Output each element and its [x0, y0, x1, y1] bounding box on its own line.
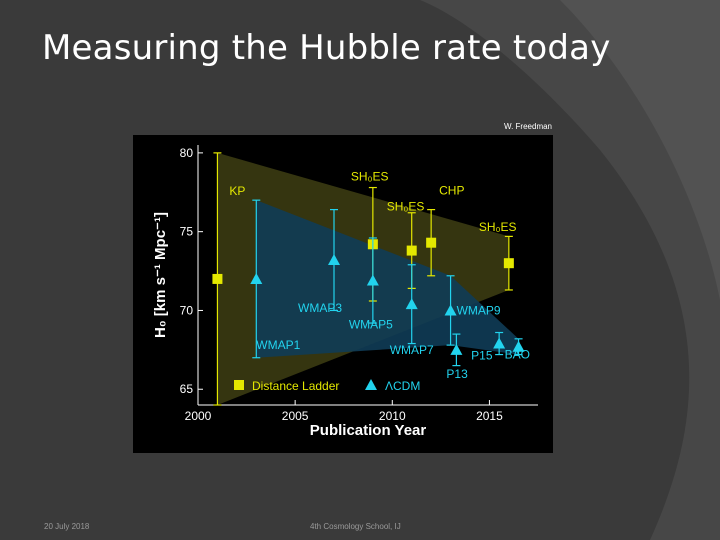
- x-tick-label: 2000: [185, 409, 212, 423]
- lcdm-point: [450, 343, 463, 355]
- lcdm-point: [444, 304, 457, 316]
- lcdm-point: [405, 298, 418, 310]
- legend-lcdm: ΛCDM: [385, 379, 420, 393]
- footer-date: 20 July 2018: [44, 522, 90, 531]
- y-tick-label: 70: [180, 303, 194, 317]
- hubble-chart-svg: 65 70 75 80 2000 2005 2010 2015 Publication Year…: [152, 145, 538, 439]
- lcdm-point: [250, 272, 263, 284]
- distance-ladder-point: [426, 237, 437, 248]
- y-tick-label: 65: [180, 382, 194, 396]
- point-label: SH₀ES: [387, 200, 425, 214]
- legend-square-icon: [234, 380, 244, 390]
- point-label: WMAP9: [457, 303, 501, 317]
- point-label: WMAP7: [390, 343, 434, 357]
- footer-event: 4th Cosmology School, IJ: [310, 522, 401, 531]
- y-tick-label: 80: [180, 146, 194, 160]
- point-label: CHP: [439, 184, 464, 198]
- point-label: P13: [446, 367, 468, 381]
- x-tick-label: 2015: [476, 409, 503, 423]
- point-label: P15: [471, 349, 493, 363]
- hubble-chart: 65 70 75 80 2000 2005 2010 2015 Publication Year…: [133, 135, 553, 453]
- distance-ladder-point: [406, 245, 417, 256]
- x-axis-label: Publication Year: [310, 422, 427, 439]
- distance-ladder-point: [212, 273, 223, 284]
- lcdm-point: [512, 340, 525, 352]
- x-tick-label: 2010: [379, 409, 406, 423]
- lcdm-point: [493, 337, 506, 349]
- point-label: KP: [229, 184, 245, 198]
- point-label: SH₀ES: [479, 220, 517, 234]
- distance-ladder-point: [503, 258, 514, 269]
- legend-distance-ladder: Distance Ladder: [252, 379, 339, 393]
- slide-title: Measuring the Hubble rate today: [42, 28, 611, 68]
- y-axis-label: H₀ [km s⁻¹ Mpc⁻¹]: [152, 212, 169, 338]
- point-label: SH₀ES: [351, 169, 389, 183]
- point-label: WMAP3: [298, 301, 342, 315]
- confidence-band: [256, 200, 519, 358]
- image-credit: W. Freedman: [503, 122, 552, 131]
- legend-triangle-icon: [365, 379, 377, 390]
- point-label: WMAP5: [349, 318, 393, 332]
- lcdm-point: [328, 254, 340, 266]
- y-tick-label: 75: [180, 225, 194, 239]
- point-label: WMAP1: [256, 338, 300, 352]
- point-label: BAO: [505, 348, 530, 362]
- lcdm-point: [366, 274, 379, 286]
- x-tick-label: 2005: [282, 409, 309, 423]
